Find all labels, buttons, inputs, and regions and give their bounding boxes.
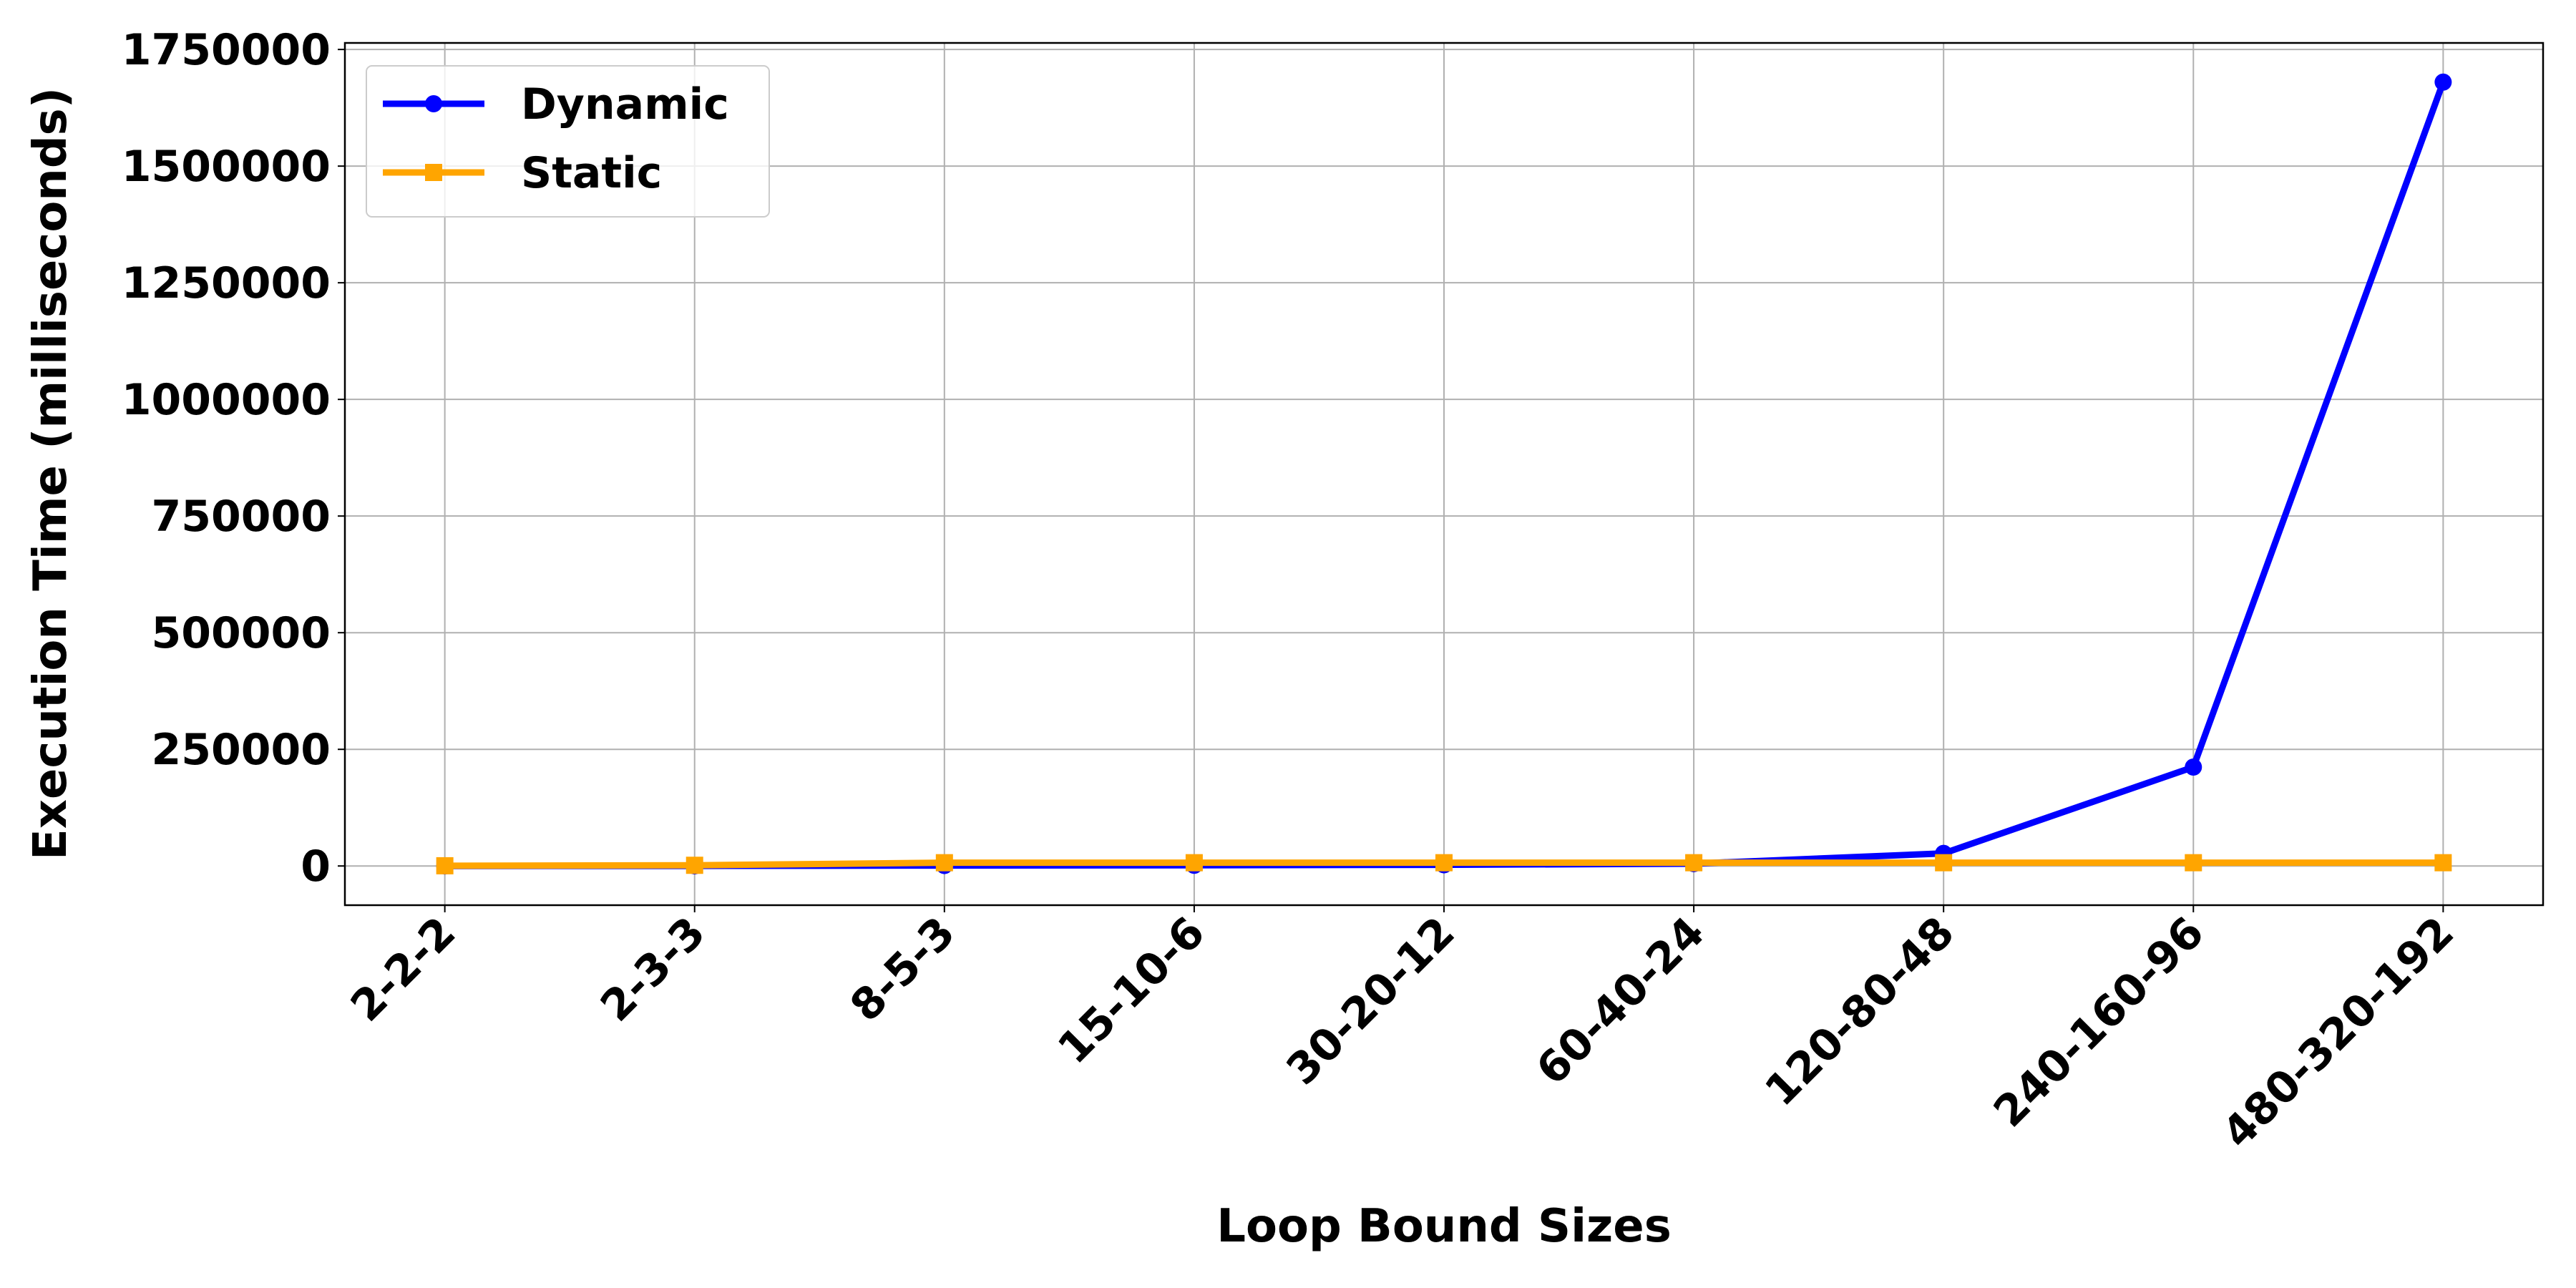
marker (436, 857, 454, 874)
y-axis-label: Execution Time (milliseconds) (24, 87, 77, 860)
marker (935, 854, 953, 872)
marker (2434, 73, 2452, 91)
x-tick-label: 60-40-24 (1527, 907, 1714, 1095)
plot-frame (343, 42, 2545, 907)
y-tick-label: 750000 (152, 492, 331, 542)
x-tick-label: 2-3-3 (591, 907, 715, 1031)
x-tick-label: 15-10-6 (1048, 907, 1214, 1073)
y-tick-label: 1750000 (122, 25, 331, 75)
marker (686, 857, 703, 874)
x-tick-label: 480-320-192 (2213, 907, 2464, 1158)
x-tick-label: 120-80-48 (1755, 907, 1963, 1116)
marker (1935, 854, 1953, 872)
y-tick-label: 1000000 (122, 375, 331, 425)
y-tick-label: 500000 (152, 608, 331, 658)
marker (1435, 854, 1453, 872)
y-tick-label: 1250000 (122, 258, 331, 308)
marker (2185, 854, 2202, 872)
marker (1185, 854, 1203, 872)
x-tick-label: 240-160-96 (1984, 907, 2214, 1137)
marker (1685, 854, 1703, 872)
legend-label: Dynamic (521, 79, 729, 130)
y-tick-label: 250000 (152, 725, 331, 775)
legend-label: Static (521, 148, 662, 198)
marker (2434, 854, 2452, 872)
x-axis-label: Loop Bound Sizes (1216, 1200, 1672, 1253)
marker (425, 95, 442, 112)
marker (2185, 758, 2202, 776)
y-tick-label: 1500000 (122, 142, 331, 192)
marker (425, 164, 442, 181)
x-tick-label: 2-2-2 (341, 907, 465, 1031)
y-tick-label: 0 (301, 841, 331, 892)
x-tick-label: 30-20-12 (1277, 907, 1465, 1095)
x-tick-label: 8-5-3 (841, 907, 965, 1031)
